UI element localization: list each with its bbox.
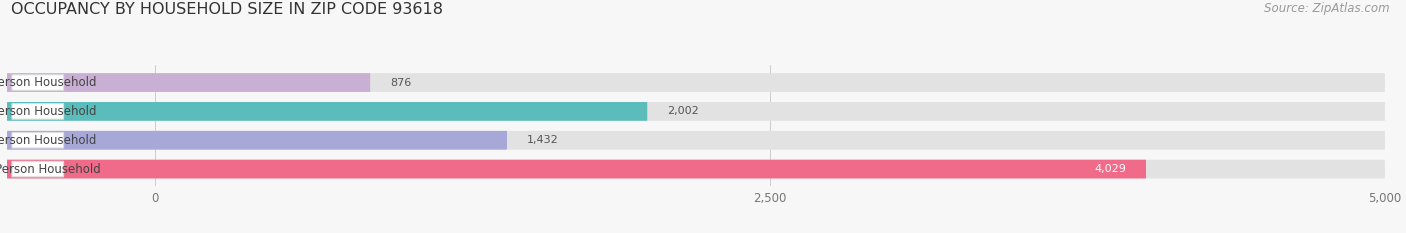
FancyBboxPatch shape — [7, 160, 1146, 178]
FancyBboxPatch shape — [7, 131, 508, 150]
Text: Source: ZipAtlas.com: Source: ZipAtlas.com — [1264, 2, 1389, 15]
FancyBboxPatch shape — [7, 73, 1385, 92]
Text: 2,002: 2,002 — [666, 106, 699, 116]
Text: 4+ Person Household: 4+ Person Household — [0, 163, 101, 176]
FancyBboxPatch shape — [11, 75, 63, 90]
Text: 2-Person Household: 2-Person Household — [0, 105, 97, 118]
Text: 3-Person Household: 3-Person Household — [0, 134, 97, 147]
Text: 4,029: 4,029 — [1094, 164, 1126, 174]
Text: 1-Person Household: 1-Person Household — [0, 76, 97, 89]
FancyBboxPatch shape — [11, 133, 63, 148]
FancyBboxPatch shape — [7, 131, 1385, 150]
FancyBboxPatch shape — [7, 73, 370, 92]
FancyBboxPatch shape — [7, 102, 1385, 121]
Text: 876: 876 — [389, 78, 411, 88]
Text: 1,432: 1,432 — [527, 135, 558, 145]
FancyBboxPatch shape — [7, 102, 647, 121]
FancyBboxPatch shape — [11, 161, 63, 177]
Text: OCCUPANCY BY HOUSEHOLD SIZE IN ZIP CODE 93618: OCCUPANCY BY HOUSEHOLD SIZE IN ZIP CODE … — [11, 2, 443, 17]
FancyBboxPatch shape — [11, 104, 63, 119]
FancyBboxPatch shape — [7, 160, 1385, 178]
